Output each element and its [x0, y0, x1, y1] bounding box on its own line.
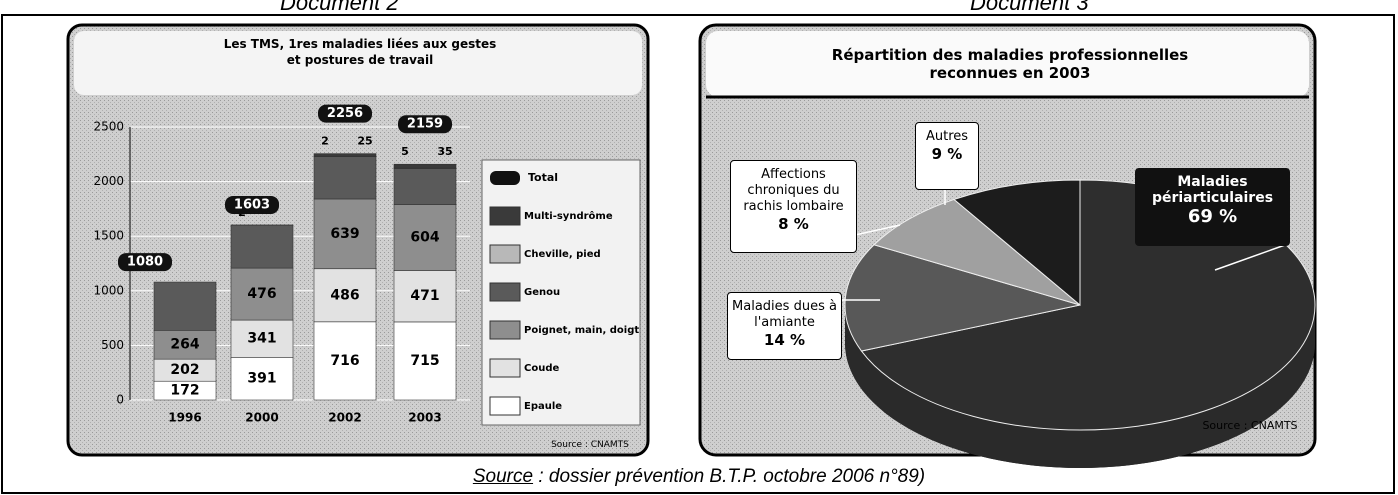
- total-label: 2159: [407, 117, 443, 132]
- slice-label: Maladies dues à l'amiante: [728, 299, 841, 331]
- y-tick-label: 1500: [93, 229, 124, 243]
- total-label: 1603: [234, 197, 270, 212]
- data-label: 639: [330, 226, 359, 242]
- header: Document 3: [970, 0, 1089, 16]
- data-label: 471: [410, 288, 439, 304]
- data-label: 476: [247, 286, 276, 302]
- slice-label: Maladies périarticulaires: [1135, 174, 1290, 206]
- data-label: 35: [437, 145, 452, 158]
- footer: Source : dossier prévention B.T.P. octob…: [0, 466, 1398, 488]
- slice-label: Autres: [916, 129, 978, 145]
- source: Source : CNAMTS: [540, 437, 640, 453]
- header: Document 2: [280, 0, 399, 16]
- x-tick-label: 1996: [168, 411, 201, 425]
- chart-title: Les TMS, 1res maladies liées aux gestes …: [220, 36, 500, 68]
- legend-swatch: [490, 171, 520, 185]
- data-label: 2: [321, 135, 329, 148]
- x-tick-label: 2003: [408, 411, 441, 425]
- total-label: 1080: [127, 255, 163, 270]
- x-tick-label: 2002: [328, 411, 361, 425]
- bar-segment: [231, 225, 293, 268]
- slice-value: 8 %: [731, 215, 856, 234]
- data-label: 25: [357, 135, 372, 148]
- legend-swatch: [490, 283, 520, 301]
- legend-label: Multi-syndrôme: [524, 210, 613, 222]
- bar-segment: [314, 157, 376, 199]
- y-tick-label: 1000: [93, 283, 124, 297]
- slice-value: 9 %: [916, 145, 978, 164]
- data-label: 172: [170, 383, 199, 399]
- legend-label: Poignet, main, doigt: [524, 325, 639, 336]
- source: Source : CNAMTS: [1190, 418, 1310, 434]
- legend-swatch: [490, 321, 520, 339]
- y-tick-label: 2000: [93, 174, 124, 188]
- slice-value: 69 %: [1135, 206, 1290, 228]
- data-label: 716: [330, 353, 359, 369]
- legend-label: Coude: [524, 363, 559, 374]
- bar-segment: [314, 154, 376, 157]
- footer-text: : dossier prévention B.T.P. octobre 2006…: [533, 466, 925, 487]
- legend-label: Cheville, pied: [524, 249, 601, 260]
- legend-swatch: [490, 359, 520, 377]
- data-label: 5: [401, 145, 409, 158]
- data-label: 391: [247, 371, 276, 387]
- legend-swatch: [490, 245, 520, 263]
- total-label: 2256: [327, 106, 363, 121]
- data-label: 715: [410, 353, 439, 369]
- slice-label: Affections chroniques du rachis lombaire: [731, 167, 856, 215]
- x-tick-label: 2000: [245, 411, 278, 425]
- data-label: 341: [247, 331, 276, 347]
- legend-label: Genou: [524, 287, 560, 298]
- legend-label: Total: [528, 171, 558, 184]
- y-tick-label: 2500: [93, 120, 124, 134]
- legend-swatch: [490, 397, 520, 415]
- chart-title: Répartition des maladies professionnelle…: [800, 46, 1220, 82]
- footer-word: Source: [473, 466, 533, 487]
- data-label: 202: [170, 362, 199, 378]
- data-label: 604: [410, 230, 439, 246]
- y-tick-label: 500: [101, 338, 124, 352]
- data-label: 264: [170, 337, 199, 353]
- page: 0 500 1000 1500 2000 2500 172 202 264 1080 1996 391…: [0, 0, 1398, 495]
- legend-label: Epaule: [524, 401, 562, 412]
- y-tick-label: 0: [116, 393, 124, 407]
- legend-swatch: [490, 207, 520, 225]
- bar-segment: [394, 164, 456, 168]
- bar-segment: [154, 282, 216, 330]
- data-label: 486: [330, 287, 359, 303]
- slice-value: 14 %: [728, 331, 841, 350]
- callout: Affections chroniques du rachis lombaire…: [730, 160, 857, 253]
- bar-segment: [394, 169, 456, 205]
